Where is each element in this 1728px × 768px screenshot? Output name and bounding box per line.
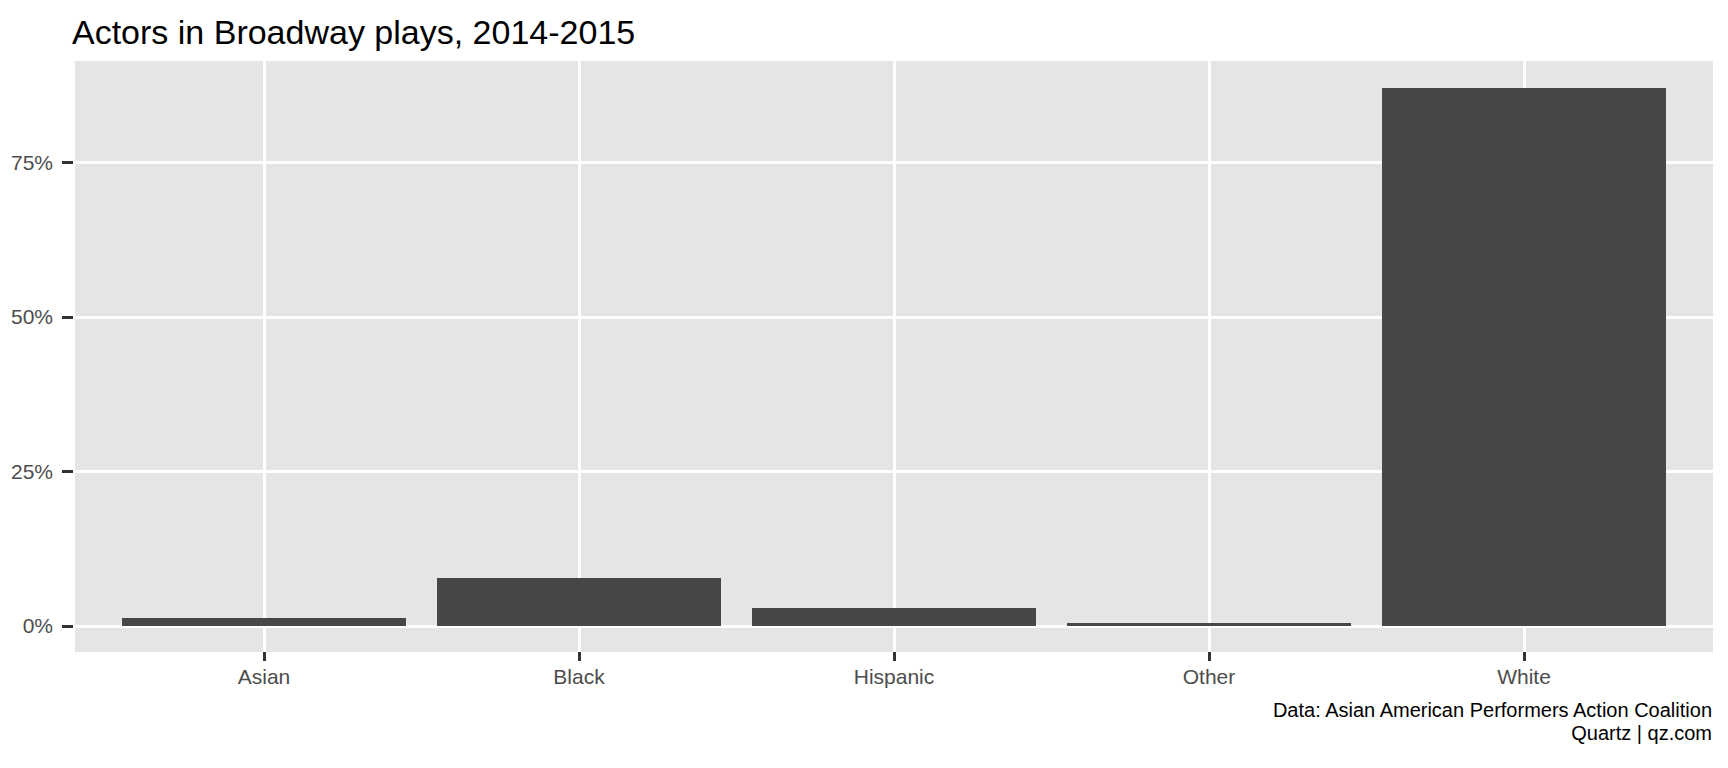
- y-tick-mark-0%: [62, 625, 73, 628]
- caption-line-2: Quartz | qz.com: [1273, 722, 1712, 745]
- x-tick-label-black: Black: [479, 664, 679, 690]
- v-gridline-hispanic: [893, 61, 896, 652]
- y-tick-label-0%: 0%: [0, 613, 53, 639]
- x-tick-mark-white: [1523, 652, 1526, 661]
- bar-other: [1067, 623, 1351, 626]
- x-tick-label-other: Other: [1109, 664, 1309, 690]
- v-gridline-black: [578, 61, 581, 652]
- x-tick-mark-other: [1208, 652, 1211, 661]
- v-gridline-asian: [263, 61, 266, 652]
- bar-white: [1382, 88, 1666, 626]
- bar-black: [437, 578, 721, 626]
- y-tick-mark-75%: [62, 161, 73, 164]
- y-tick-label-75%: 75%: [0, 150, 53, 176]
- bar-hispanic: [752, 608, 1036, 626]
- chart-title: Actors in Broadway plays, 2014-2015: [72, 12, 635, 52]
- x-tick-label-asian: Asian: [164, 664, 364, 690]
- x-tick-label-hispanic: Hispanic: [794, 664, 994, 690]
- y-tick-label-25%: 25%: [0, 459, 53, 485]
- x-tick-mark-hispanic: [893, 652, 896, 661]
- x-tick-mark-black: [578, 652, 581, 661]
- source-caption: Data: Asian American Performers Action C…: [1273, 699, 1712, 745]
- y-tick-label-50%: 50%: [0, 304, 53, 330]
- caption-line-1: Data: Asian American Performers Action C…: [1273, 699, 1712, 722]
- bar-chart-figure: Actors in Broadway plays, 2014-2015 0% 25…: [0, 0, 1728, 768]
- y-tick-mark-25%: [62, 470, 73, 473]
- x-tick-mark-asian: [263, 652, 266, 661]
- y-tick-mark-50%: [62, 316, 73, 319]
- x-tick-label-white: White: [1424, 664, 1624, 690]
- plot-panel: [75, 61, 1713, 652]
- bar-asian: [122, 618, 406, 626]
- v-gridline-other: [1208, 61, 1211, 652]
